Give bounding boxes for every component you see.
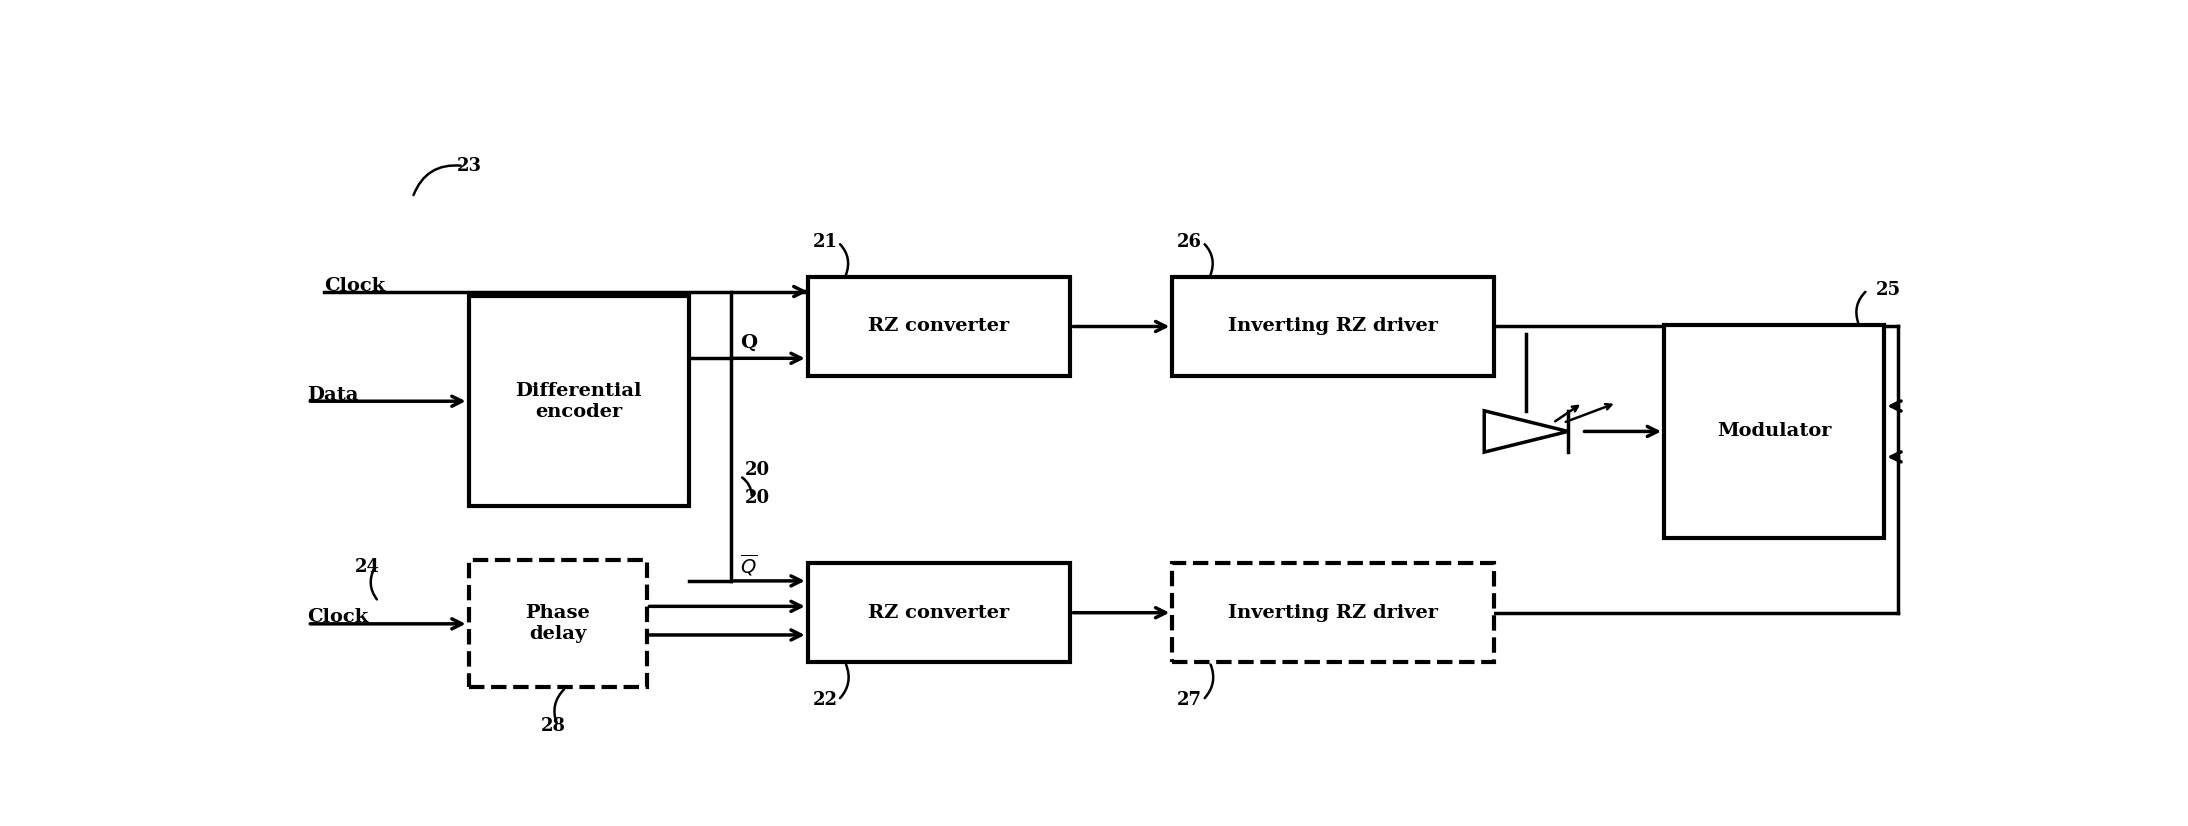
Text: 26: 26 xyxy=(1177,233,1203,251)
Text: Phase
delay: Phase delay xyxy=(525,605,591,643)
Text: Inverting RZ driver: Inverting RZ driver xyxy=(1227,604,1438,622)
Bar xyxy=(468,297,689,506)
Text: 23: 23 xyxy=(457,157,481,175)
Text: Differential
encoder: Differential encoder xyxy=(516,382,641,420)
Text: Inverting RZ driver: Inverting RZ driver xyxy=(1227,317,1438,335)
Text: 22: 22 xyxy=(812,691,838,710)
Text: 28: 28 xyxy=(540,717,565,734)
Text: 24: 24 xyxy=(354,558,381,576)
Bar xyxy=(807,563,1070,662)
Text: Q: Q xyxy=(740,334,757,351)
Text: Clock: Clock xyxy=(324,278,385,296)
Bar xyxy=(1173,278,1494,376)
Bar xyxy=(1173,563,1494,662)
Text: 20: 20 xyxy=(744,461,770,478)
Text: RZ converter: RZ converter xyxy=(869,317,1009,335)
Text: 20: 20 xyxy=(744,489,770,507)
Text: $\overline{Q}$: $\overline{Q}$ xyxy=(740,553,757,578)
Text: 25: 25 xyxy=(1875,281,1901,299)
Text: 27: 27 xyxy=(1177,691,1203,710)
Text: RZ converter: RZ converter xyxy=(869,604,1009,622)
Text: Data: Data xyxy=(306,386,359,404)
Bar xyxy=(807,278,1070,376)
Text: 21: 21 xyxy=(812,233,838,251)
Text: Clock: Clock xyxy=(306,609,368,626)
Bar xyxy=(1663,325,1884,538)
Bar xyxy=(468,560,648,687)
Text: Modulator: Modulator xyxy=(1718,422,1831,440)
